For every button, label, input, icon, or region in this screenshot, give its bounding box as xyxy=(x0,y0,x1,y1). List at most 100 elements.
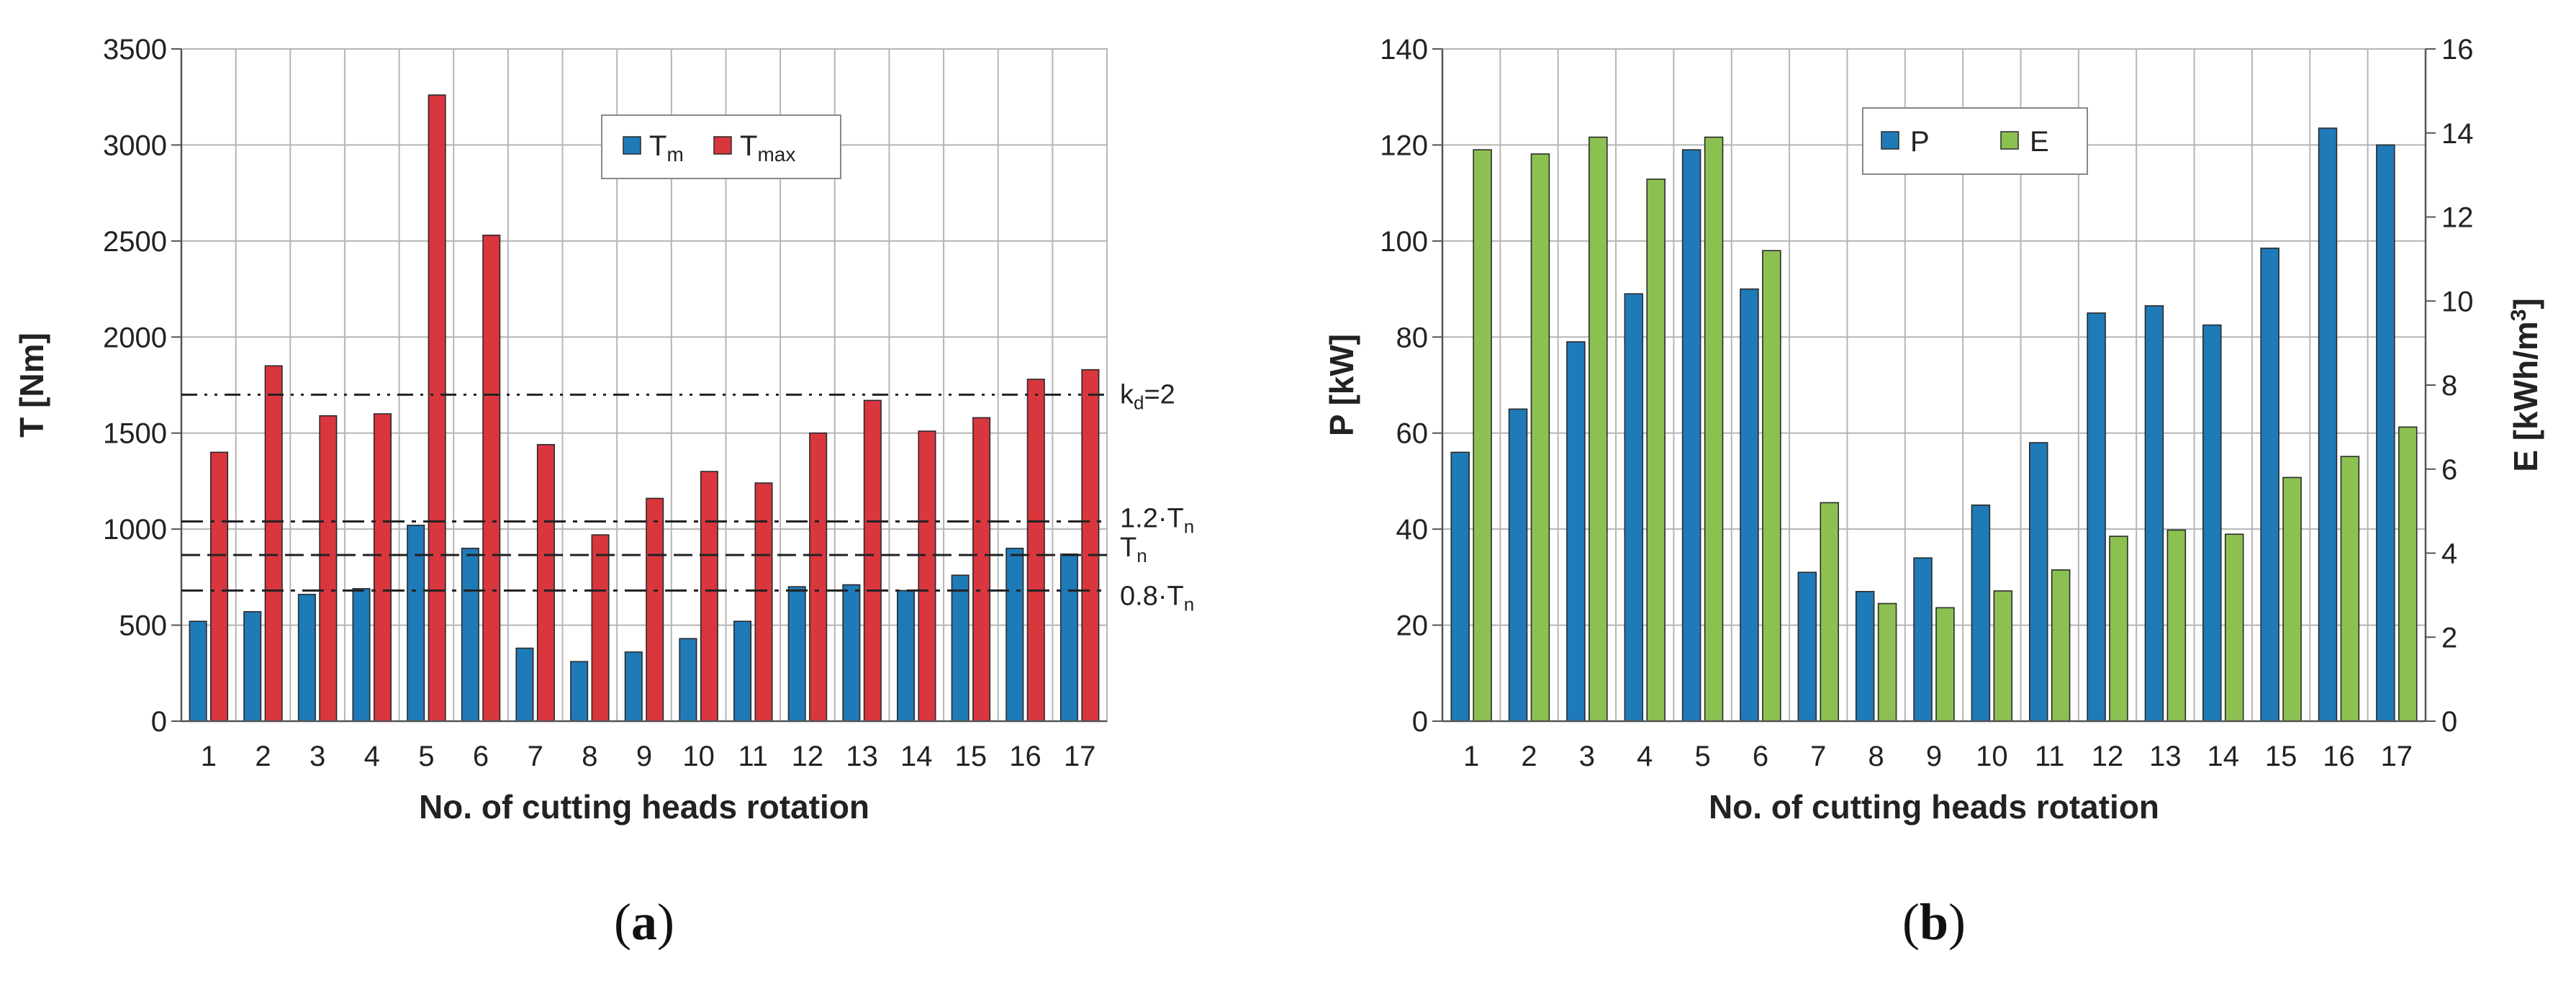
bar-p-2 xyxy=(1508,408,1528,722)
y-tick-label: 3000 xyxy=(103,130,167,161)
y-tick-label: 3500 xyxy=(103,34,167,65)
legend-label-tmax: Tmax xyxy=(740,130,795,166)
ref-label-sub: n xyxy=(1184,594,1194,615)
x-axis-title: No. of cutting heads rotation xyxy=(419,788,869,826)
reference-line-label: Tn xyxy=(1120,533,1147,566)
y-tick-label: 0 xyxy=(151,706,167,738)
bar-e-11 xyxy=(2051,569,2071,722)
bar-tm-13 xyxy=(842,584,861,722)
x-tick-label: 14 xyxy=(900,741,933,772)
reference-line-label: 0.8·Tn xyxy=(1120,582,1194,615)
x-axis-title: No. of cutting heads rotation xyxy=(1709,788,2159,826)
ref-label-suffix: =2 xyxy=(1144,379,1175,410)
y-tick-label: 0 xyxy=(1412,706,1428,738)
bar-e-17 xyxy=(2398,426,2418,722)
bar-tm-12 xyxy=(787,586,806,722)
bar-tm-1 xyxy=(189,620,207,722)
caption-paren-close: ) xyxy=(1948,893,1966,951)
bar-tm-14 xyxy=(896,589,916,722)
x-tick-label: 15 xyxy=(955,741,988,772)
y2-tick-label: 8 xyxy=(2441,370,2457,402)
bar-p-4 xyxy=(1624,293,1644,722)
bar-tm-9 xyxy=(624,651,643,722)
bar-e-13 xyxy=(2166,529,2187,722)
y-axis-title: T [Nm] xyxy=(13,333,50,438)
bar-p-9 xyxy=(1913,557,1933,722)
ref-label-main: T xyxy=(1120,533,1136,563)
ref-label-main: 1.2·T xyxy=(1120,503,1184,533)
bar-tmax-3 xyxy=(319,415,338,722)
y-tick-label: 80 xyxy=(1396,322,1429,353)
y-tick-label: 1000 xyxy=(103,514,167,546)
bar-tm-8 xyxy=(570,661,589,722)
legend-box xyxy=(1862,107,2088,175)
bar-p-14 xyxy=(2202,324,2222,722)
y-tick-label: 120 xyxy=(1380,130,1428,161)
bar-e-1 xyxy=(1473,149,1492,722)
bar-p-13 xyxy=(2144,305,2164,722)
x-tick-label: 11 xyxy=(738,741,769,772)
bar-e-7 xyxy=(1820,502,1840,722)
bar-tmax-1 xyxy=(210,451,229,722)
bar-p-17 xyxy=(2376,144,2395,722)
bar-tmax-12 xyxy=(809,432,828,722)
bar-e-16 xyxy=(2340,456,2360,722)
legend-swatch-tm xyxy=(623,136,641,155)
x-tick-label: 4 xyxy=(1637,741,1653,772)
bar-tmax-17 xyxy=(1081,369,1100,722)
ref-label-main: 0.8·T xyxy=(1120,582,1184,612)
legend: Tm Tmax xyxy=(601,114,841,179)
y2-tick-label: 2 xyxy=(2441,622,2457,654)
bar-p-11 xyxy=(2028,442,2048,722)
figure-caption: (a) xyxy=(614,893,674,951)
x-tick-label: 5 xyxy=(418,741,434,772)
bar-e-6 xyxy=(1762,250,1781,722)
y-tick-label: 140 xyxy=(1380,34,1428,65)
bar-p-10 xyxy=(1971,504,1991,722)
bar-e-2 xyxy=(1530,153,1550,722)
legend-label-e: E xyxy=(2030,126,2049,158)
caption-paren-open: ( xyxy=(1902,893,1920,951)
ref-label-sub: n xyxy=(1136,545,1147,566)
legend-swatch-e xyxy=(2000,131,2019,150)
x-tick-label: 10 xyxy=(682,741,715,772)
y2-tick-label: 4 xyxy=(2441,538,2457,570)
x-tick-label: 15 xyxy=(2265,741,2297,772)
x-tick-label: 6 xyxy=(1753,741,1768,772)
bar-p-1 xyxy=(1450,451,1470,722)
bar-tm-4 xyxy=(352,588,371,722)
bar-tmax-8 xyxy=(591,534,610,722)
caption-paren-open: ( xyxy=(614,893,631,951)
caption-letter: a xyxy=(631,893,657,951)
bar-tm-16 xyxy=(1005,548,1024,722)
bar-tmax-11 xyxy=(754,482,773,722)
figure-caption: (b) xyxy=(1902,893,1966,951)
y-tick-label: 100 xyxy=(1380,226,1428,258)
x-tick-label: 9 xyxy=(1926,741,1942,772)
legend-swatch-p xyxy=(1881,131,1899,150)
legend-label-tm: Tm xyxy=(649,130,684,166)
y2-tick-label: 10 xyxy=(2441,286,2474,317)
bar-tmax-16 xyxy=(1026,379,1045,722)
y-tick-label: 20 xyxy=(1396,610,1429,642)
bar-tmax-15 xyxy=(972,417,991,722)
x-tick-label: 8 xyxy=(582,741,597,772)
legend-label-p: P xyxy=(1910,126,1930,158)
bar-e-10 xyxy=(1993,590,2013,722)
y2-tick-label: 16 xyxy=(2441,34,2474,65)
x-tick-label: 13 xyxy=(846,741,878,772)
bar-e-14 xyxy=(2224,533,2244,722)
y2-tick-label: 0 xyxy=(2441,706,2457,738)
x-tick-label: 12 xyxy=(792,741,824,772)
bar-e-4 xyxy=(1646,178,1666,722)
bar-e-5 xyxy=(1704,136,1724,722)
bar-tm-6 xyxy=(461,548,479,722)
y-tick-label: 2000 xyxy=(103,322,167,353)
bar-p-16 xyxy=(2318,127,2338,722)
y2-tick-label: 12 xyxy=(2441,202,2474,234)
x-tick-label: 2 xyxy=(1521,741,1537,772)
x-tick-label: 2 xyxy=(255,741,271,772)
